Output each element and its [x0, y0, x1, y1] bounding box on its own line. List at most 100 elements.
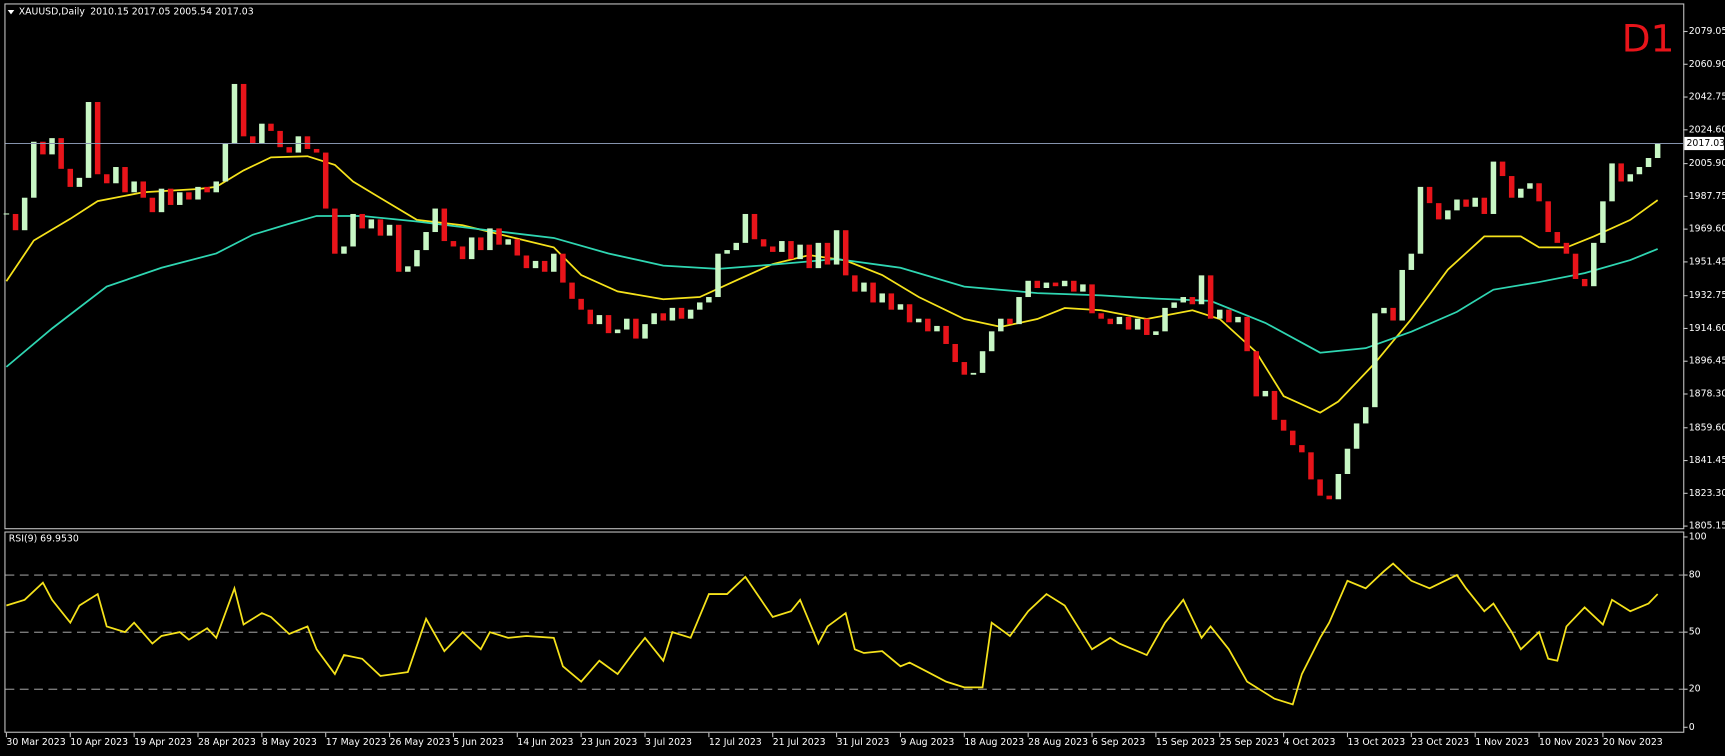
candle — [988, 331, 995, 352]
candle — [368, 219, 375, 229]
candle — [842, 230, 849, 276]
candle — [925, 318, 931, 332]
candle — [1217, 309, 1223, 319]
candle — [1344, 448, 1351, 474]
candle — [742, 213, 749, 243]
candle — [304, 136, 311, 149]
x-tick-label: 6 Sep 2023 — [1092, 737, 1145, 748]
candle — [3, 213, 10, 215]
candle — [1107, 318, 1114, 325]
x-tick-label: 10 Nov 2023 — [1539, 737, 1599, 748]
candle — [532, 260, 539, 269]
y-tick-label: 1987.75 — [1689, 191, 1725, 202]
candle — [1399, 269, 1405, 321]
candle — [934, 325, 940, 332]
candle — [523, 255, 530, 269]
candle — [879, 293, 885, 303]
candle — [213, 181, 219, 193]
candle — [578, 298, 584, 310]
x-tick-label: 19 Apr 2023 — [134, 737, 192, 748]
candle — [715, 253, 721, 298]
candle — [1563, 242, 1570, 254]
y-tick-label: 1823.30 — [1689, 488, 1725, 499]
y-tick-label: 1896.45 — [1689, 356, 1725, 367]
y-tick-label: 1969.60 — [1689, 224, 1725, 235]
symbol-title: XAUUSD,Daily — [19, 7, 86, 18]
candle — [259, 123, 265, 144]
x-tick-label: 23 Oct 2023 — [1411, 737, 1469, 748]
candle — [1162, 307, 1168, 332]
candle — [405, 266, 411, 272]
candle — [870, 282, 876, 303]
candle — [806, 244, 812, 269]
candle — [769, 246, 776, 252]
candle — [651, 313, 657, 325]
candle — [605, 315, 612, 334]
candle — [195, 186, 201, 200]
candle — [1481, 197, 1488, 214]
candle — [186, 192, 192, 200]
candle — [76, 177, 83, 187]
x-tick-label: 14 Jun 2023 — [517, 737, 573, 748]
candle — [487, 228, 493, 251]
candle — [1080, 284, 1086, 292]
candle — [906, 304, 913, 323]
x-tick-label: 3 Jul 2023 — [645, 737, 692, 748]
candle — [1308, 452, 1314, 480]
x-tick-label: 13 Oct 2023 — [1347, 737, 1405, 748]
x-tick-label: 31 Jul 2023 — [837, 737, 890, 748]
candle — [1645, 157, 1652, 168]
candle — [678, 307, 685, 319]
y-tick-label: 1932.75 — [1689, 290, 1725, 301]
plot-layer: 2079.05 2060.90 2042.75 2024.60 2005.90 1987.… — [3, 26, 1725, 748]
candle — [560, 253, 566, 283]
candle — [1527, 183, 1533, 189]
candle — [897, 304, 904, 310]
candle — [569, 282, 575, 299]
candle — [1390, 307, 1396, 321]
candle — [614, 329, 621, 334]
y-tick-label: 1841.45 — [1689, 455, 1725, 466]
y-tick-label: 1805.15 — [1689, 521, 1725, 532]
x-tick-label: 26 May 2023 — [390, 737, 451, 748]
candle — [1299, 445, 1305, 453]
candle — [1180, 297, 1187, 303]
candle — [377, 219, 384, 236]
y-tick-label: 1914.60 — [1689, 323, 1725, 334]
candle — [1016, 297, 1022, 325]
x-tick-label: 20 Nov 2023 — [1603, 737, 1663, 748]
candle — [541, 260, 548, 272]
candle — [633, 318, 639, 339]
candle — [167, 188, 174, 205]
candle — [724, 250, 730, 254]
candle — [1326, 495, 1332, 500]
candle — [478, 237, 484, 251]
candle — [1253, 351, 1259, 397]
candle — [660, 313, 667, 321]
candle — [1609, 163, 1615, 202]
candle — [1262, 390, 1269, 397]
candle — [760, 239, 767, 247]
y-tick-label: 50 — [1689, 627, 1701, 638]
candle — [1189, 297, 1196, 305]
candle — [350, 213, 356, 247]
candle — [286, 147, 292, 153]
candle — [231, 83, 238, 144]
price-label: 2017.03 — [1686, 138, 1725, 149]
candle — [94, 102, 101, 175]
candle — [432, 208, 438, 233]
candle — [1271, 390, 1278, 420]
rsi-title: RSI(9) 69.9530 — [9, 534, 79, 545]
menu-arrow[interactable] — [7, 10, 15, 15]
candle — [1335, 473, 1342, 500]
candle — [669, 307, 676, 321]
candle — [587, 309, 594, 325]
candle — [414, 250, 420, 267]
y-tick-label: 0 — [1689, 722, 1695, 733]
candle — [1034, 280, 1041, 289]
candle — [998, 318, 1004, 332]
candle — [1518, 188, 1524, 198]
x-tick-label: 8 May 2023 — [262, 737, 317, 748]
